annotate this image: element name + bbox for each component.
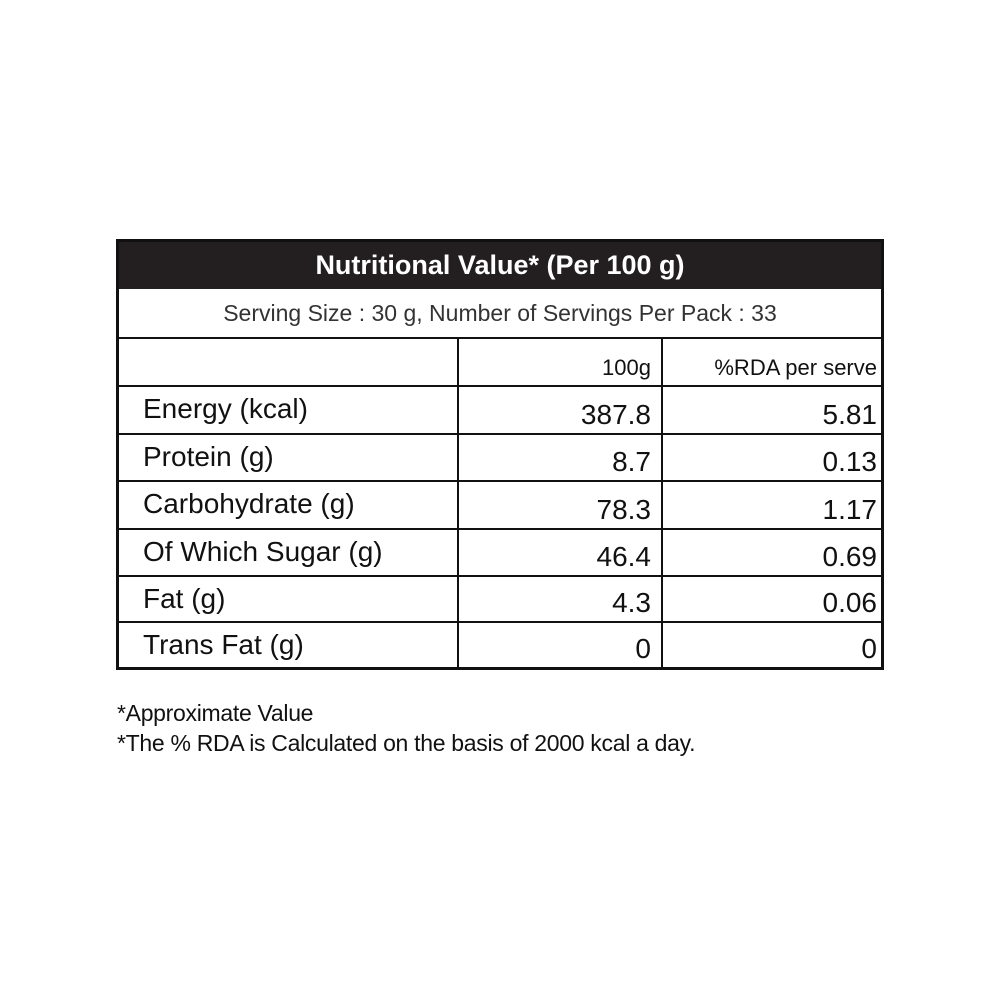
nutrient-name: Of Which Sugar (g) <box>119 530 459 575</box>
nutrient-per-100g: 46.4 <box>459 530 663 575</box>
nutrient-rda: 0.06 <box>822 587 878 618</box>
nutrient-per-100g: 4.3 <box>459 577 663 621</box>
table-row: Energy (kcal) 387.8 5.81 <box>119 387 881 435</box>
table-row: Trans Fat (g) 0 0 <box>119 623 881 667</box>
nutrient-per-100g: 0 <box>459 623 663 667</box>
nutrient-name: Energy (kcal) <box>119 387 459 433</box>
table-row: Protein (g) 8.7 0.13 <box>119 435 881 482</box>
serving-info: Serving Size : 30 g, Number of Servings … <box>119 289 881 339</box>
nutrient-name: Carbohydrate (g) <box>119 482 459 528</box>
nutrient-rda: 5.81 <box>822 399 878 430</box>
nutrient-name: Fat (g) <box>119 577 459 621</box>
nutrient-name: Trans Fat (g) <box>119 623 459 667</box>
footnote-approximate: *Approximate Value <box>117 700 314 726</box>
nutrient-name: Protein (g) <box>119 435 459 480</box>
column-header-row: 100g %RDA per serve <box>119 339 881 387</box>
table-row: Of Which Sugar (g) 46.4 0.69 <box>119 530 881 577</box>
table-title: Nutritional Value* (Per 100 g) <box>119 242 881 289</box>
table-row: Carbohydrate (g) 78.3 1.17 <box>119 482 881 530</box>
column-header-per-100g: 100g <box>459 339 663 385</box>
nutrient-per-100g: 387.8 <box>459 387 663 433</box>
footnotes: *Approximate Value *The % RDA is Calcula… <box>117 698 696 758</box>
footnote-rda-basis: *The % RDA is Calculated on the basis of… <box>117 730 696 756</box>
nutrition-table: Nutritional Value* (Per 100 g) Serving S… <box>116 239 884 670</box>
column-header-rda: %RDA per serve <box>714 355 877 380</box>
table-row: Fat (g) 4.3 0.06 <box>119 577 881 623</box>
nutrient-rda: 1.17 <box>822 494 878 525</box>
nutrient-rda: 0.69 <box>822 541 878 572</box>
nutrient-rda: 0.13 <box>822 446 878 477</box>
column-header-nutrient <box>119 339 459 385</box>
nutrient-rda: 0 <box>861 633 877 664</box>
nutrient-per-100g: 78.3 <box>459 482 663 528</box>
nutrient-per-100g: 8.7 <box>459 435 663 480</box>
